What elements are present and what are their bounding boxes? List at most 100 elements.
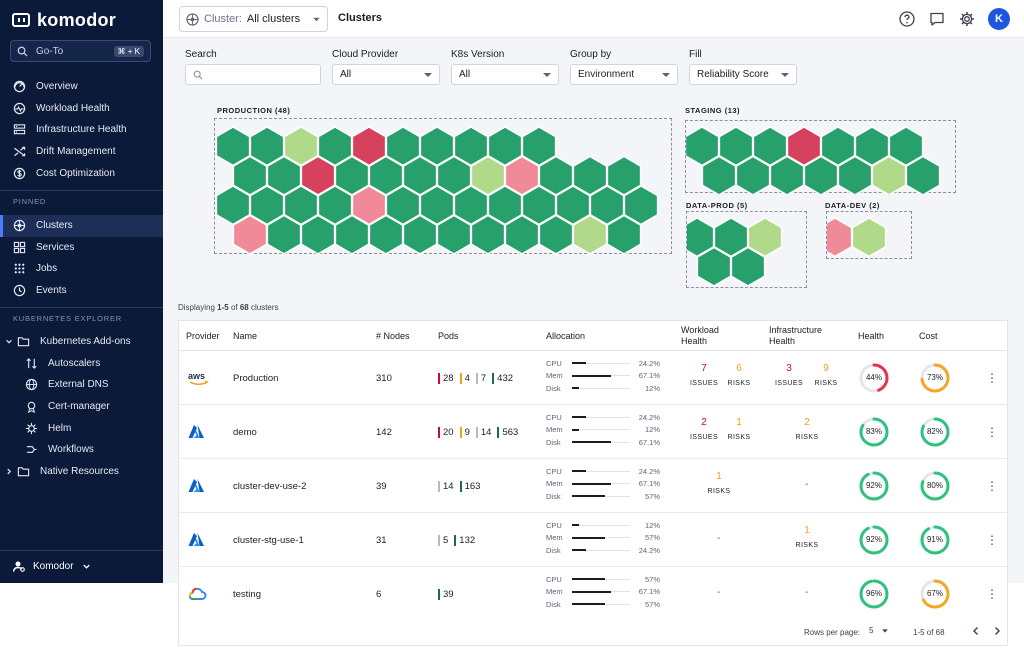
cluster-hex[interactable] <box>419 185 455 226</box>
cluster-hex[interactable] <box>696 246 732 287</box>
cluster-hex[interactable] <box>827 217 853 258</box>
sidebar-item-kubernetes-add-ons[interactable]: Kubernetes Add-ons <box>0 331 163 353</box>
cluster-hex[interactable] <box>606 214 642 255</box>
cluster-hex[interactable] <box>589 185 625 226</box>
cluster-hex[interactable] <box>402 155 438 196</box>
cluster-hex[interactable] <box>752 126 788 167</box>
cluster-name[interactable]: cluster-stg-use-1 <box>233 534 304 546</box>
cost-ring[interactable]: 73% <box>919 362 951 394</box>
health-ring[interactable]: 96% <box>858 578 890 610</box>
cluster-hex[interactable] <box>538 214 574 255</box>
health-ring[interactable]: 92% <box>858 524 890 556</box>
cloud-provider-select[interactable]: All <box>332 64 440 85</box>
cluster-hex[interactable] <box>470 155 506 196</box>
cluster-hex[interactable] <box>300 155 336 196</box>
cluster-hex[interactable] <box>334 214 370 255</box>
cluster-hex[interactable] <box>283 126 319 167</box>
cost-ring[interactable]: 82% <box>919 416 951 448</box>
cluster-hex[interactable] <box>453 126 489 167</box>
header-provider[interactable]: Provider <box>186 331 220 341</box>
wl-risks[interactable]: 1 RISKS <box>727 417 751 441</box>
cluster-hex[interactable] <box>555 185 591 226</box>
group-production[interactable] <box>214 118 672 255</box>
table-row[interactable]: cluster-dev-use-2 39 14 163 CPU 24.2% Mem 67.1%… <box>179 459 1007 513</box>
table-row[interactable]: testing 6 39 CPU 57% Mem 67.1% Disk 57% - - 96% 67% ⋮ <box>179 567 1007 621</box>
cluster-hex[interactable] <box>266 214 302 255</box>
prev-page-icon[interactable] <box>971 626 981 638</box>
chevron-right-icon[interactable] <box>5 465 13 478</box>
cluster-hex[interactable] <box>419 126 455 167</box>
user-menu[interactable]: Komodor <box>13 560 91 572</box>
cluster-hex[interactable] <box>572 155 608 196</box>
cluster-name[interactable]: demo <box>233 426 257 438</box>
inf-risks[interactable]: 9 RISKS <box>814 363 838 387</box>
wl-issues[interactable]: 7 ISSUES <box>689 363 719 387</box>
cluster-hex[interactable] <box>905 155 941 195</box>
inf-risks[interactable]: 2 RISKS <box>795 417 819 441</box>
cluster-selector[interactable]: Cluster: All clusters <box>179 6 328 32</box>
header-cost[interactable]: Cost <box>919 331 938 341</box>
cluster-hex[interactable] <box>334 155 370 196</box>
health-ring[interactable]: 92% <box>858 470 890 502</box>
cluster-hex[interactable] <box>851 217 887 258</box>
cluster-hex[interactable] <box>521 126 557 167</box>
cluster-hex[interactable] <box>317 126 353 167</box>
cluster-hex[interactable] <box>487 126 523 167</box>
cluster-hex[interactable] <box>487 185 523 226</box>
health-ring[interactable]: 44% <box>858 362 890 394</box>
cluster-name[interactable]: testing <box>233 588 261 600</box>
cluster-hex[interactable] <box>504 214 540 255</box>
cluster-hex[interactable] <box>351 185 387 226</box>
cost-ring[interactable]: 67% <box>919 578 951 610</box>
sidebar-item-events[interactable]: Events <box>0 280 163 302</box>
cluster-hex[interactable] <box>283 185 319 226</box>
cluster-hex[interactable] <box>317 185 353 226</box>
sidebar-item-services[interactable]: Services <box>0 237 163 259</box>
cluster-hex[interactable] <box>786 126 822 167</box>
komodor-logo[interactable]: komodor <box>12 10 116 30</box>
cluster-hex[interactable] <box>232 155 268 196</box>
header-health[interactable]: Health <box>858 331 885 341</box>
chat-icon[interactable] <box>928 10 946 28</box>
cluster-hex[interactable] <box>368 155 404 196</box>
cluster-hex[interactable] <box>837 155 873 195</box>
search-input[interactable] <box>185 64 321 85</box>
group-data-prod[interactable] <box>686 211 807 288</box>
cluster-hex[interactable] <box>351 126 387 167</box>
cluster-hex[interactable] <box>735 155 771 195</box>
cluster-hex[interactable] <box>769 155 805 195</box>
cluster-hex[interactable] <box>300 214 336 255</box>
wl-risks[interactable]: 1 RISKS <box>707 471 731 495</box>
sidebar-item-cost-optimization[interactable]: Cost Optimization <box>0 162 163 184</box>
header-allocation[interactable]: Allocation <box>546 331 586 341</box>
cluster-hex[interactable] <box>747 217 783 258</box>
cost-ring[interactable]: 80% <box>919 470 951 502</box>
cluster-hex[interactable] <box>538 155 574 196</box>
cluster-hex[interactable] <box>249 185 285 226</box>
cluster-hex[interactable] <box>606 155 642 196</box>
inf-issues[interactable]: 3 ISSUES <box>774 363 804 387</box>
avatar[interactable]: K <box>988 8 1010 30</box>
cluster-hex[interactable] <box>385 185 421 226</box>
cluster-hex[interactable] <box>266 155 302 196</box>
cluster-hex[interactable] <box>820 126 856 167</box>
sidebar-item-clusters[interactable]: Clusters <box>0 215 163 237</box>
table-row[interactable]: demo 142 20 9 14 563 CPU 24.2% Mem 12% Disk 67.1% 2 I… <box>179 405 1007 459</box>
cluster-hex[interactable] <box>232 214 268 255</box>
row-menu-icon[interactable]: ⋮ <box>986 479 998 493</box>
cluster-hex[interactable] <box>687 217 715 258</box>
cluster-hex[interactable] <box>470 214 506 255</box>
sidebar-item-workflows[interactable]: Workflows <box>0 439 163 461</box>
cluster-hex[interactable] <box>871 155 907 195</box>
row-menu-icon[interactable]: ⋮ <box>986 371 998 385</box>
group-staging[interactable] <box>685 120 956 195</box>
k8s-version-select[interactable]: All <box>451 64 559 85</box>
cluster-hex[interactable] <box>701 155 737 195</box>
sidebar-item-jobs[interactable]: Jobs <box>0 258 163 280</box>
wl-risks[interactable]: 6 RISKS <box>727 363 751 387</box>
cluster-hex[interactable] <box>686 126 720 167</box>
cluster-hex[interactable] <box>436 155 472 196</box>
header-workload-health[interactable]: Workload Health <box>681 325 719 346</box>
cluster-hex[interactable] <box>730 246 766 287</box>
header-nodes[interactable]: # Nodes <box>376 331 410 341</box>
